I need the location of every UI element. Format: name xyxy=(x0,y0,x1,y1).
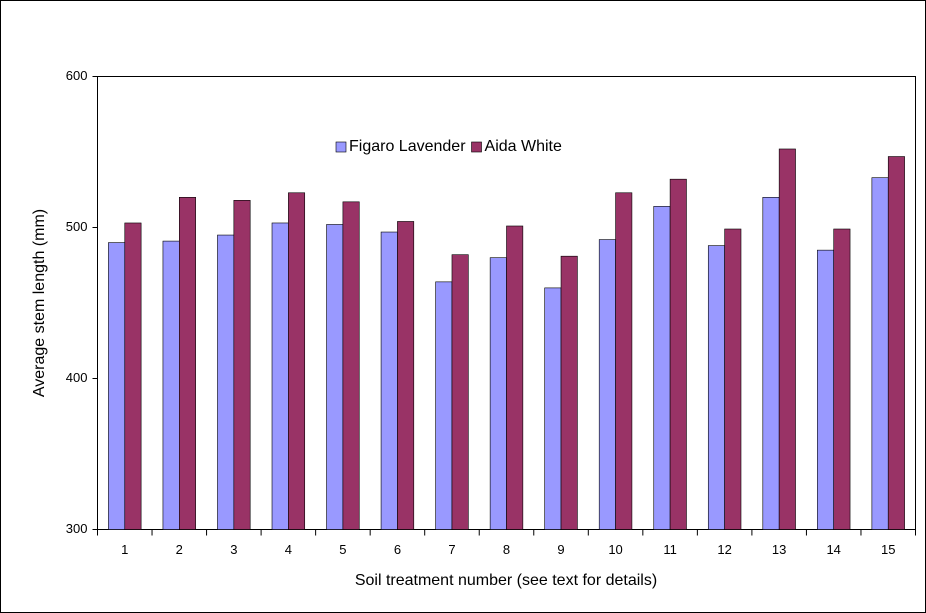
bar xyxy=(179,197,196,530)
bar xyxy=(271,222,289,530)
bar xyxy=(124,222,142,530)
bar xyxy=(217,234,235,530)
x-tick-label: 14 xyxy=(826,542,840,557)
bar xyxy=(380,231,398,530)
x-tick-label: 2 xyxy=(176,542,183,557)
bar xyxy=(489,257,507,530)
y-tick-label: 300 xyxy=(66,521,88,536)
bar xyxy=(871,177,889,530)
bar xyxy=(451,254,469,530)
x-tick-label: 8 xyxy=(503,542,510,557)
bar xyxy=(833,228,851,530)
x-tick-label: 7 xyxy=(448,542,455,557)
bar xyxy=(653,206,671,530)
legend-text: Figaro Lavender xyxy=(349,138,466,155)
y-tick-label: 500 xyxy=(66,219,88,234)
y-axis-title: Average stem length (mm) xyxy=(31,209,48,397)
bar xyxy=(506,225,524,530)
bar xyxy=(544,287,562,530)
bar xyxy=(108,242,126,530)
x-tick-label: 11 xyxy=(663,542,677,557)
y-tick-label: 600 xyxy=(66,68,88,83)
legend-text: Aida White xyxy=(485,138,562,155)
x-tick-label: 6 xyxy=(394,542,401,557)
x-tick-label: 15 xyxy=(881,542,895,557)
bar xyxy=(724,228,742,530)
bar xyxy=(762,197,780,530)
x-tick-label: 4 xyxy=(285,542,292,557)
x-tick-label: 13 xyxy=(772,542,786,557)
x-tick-label: 5 xyxy=(339,542,346,557)
bar xyxy=(288,192,306,530)
bar xyxy=(397,221,415,530)
legend-swatch xyxy=(471,141,482,153)
bar xyxy=(435,281,453,530)
bar xyxy=(560,255,578,530)
bar xyxy=(233,200,251,530)
bar xyxy=(707,245,725,530)
bar xyxy=(817,249,835,530)
legend-swatch xyxy=(335,141,347,153)
x-tick-label: 12 xyxy=(717,542,731,557)
bar xyxy=(778,148,796,530)
y-tick-label: 400 xyxy=(66,370,88,385)
x-tick-label: 10 xyxy=(608,542,622,557)
bar xyxy=(887,156,905,530)
x-tick-label: 9 xyxy=(557,542,564,557)
x-axis-title: Soil treatment number (see text for deta… xyxy=(355,572,657,589)
bar xyxy=(615,192,633,530)
bar xyxy=(669,178,687,530)
bar xyxy=(342,201,360,530)
bar xyxy=(326,224,344,530)
bar xyxy=(162,240,180,530)
x-tick-label: 1 xyxy=(121,542,128,557)
x-tick-label: 3 xyxy=(230,542,237,557)
bar xyxy=(598,239,616,530)
